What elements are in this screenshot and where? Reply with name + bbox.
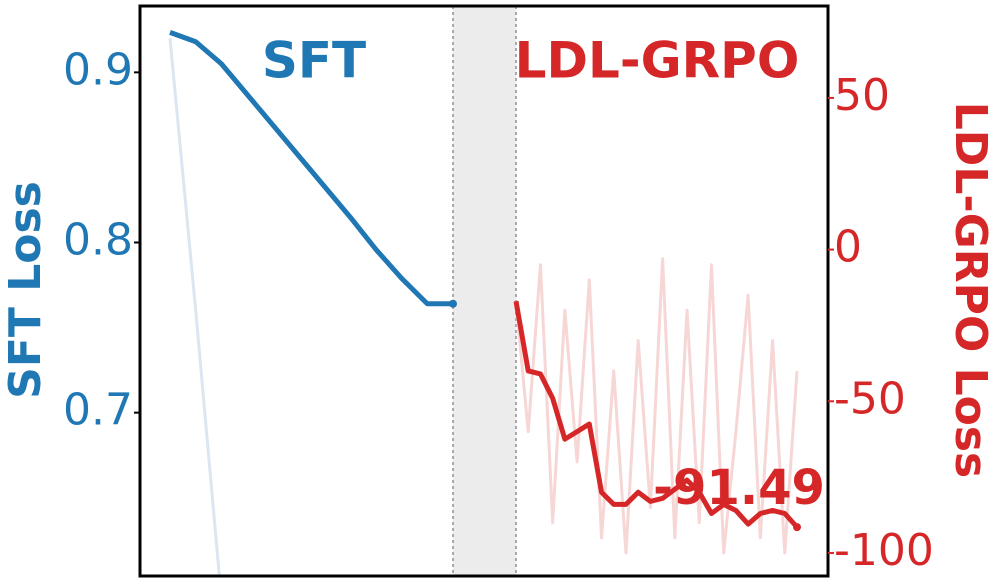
- y-tick-label: 0.8: [63, 215, 133, 266]
- plot-frame: [138, 4, 830, 578]
- raw-line: [168, 38, 221, 576]
- y2-tick-label: 50: [834, 70, 890, 121]
- series-line: [169, 30, 453, 307]
- y2-tick-label: -50: [834, 373, 906, 424]
- phase-label: SFT: [262, 32, 366, 90]
- end-dot: [793, 523, 801, 532]
- plot-lines: [168, 30, 799, 576]
- series-line: [513, 300, 799, 529]
- gap-band: [453, 6, 516, 576]
- y-tick-label: 0.7: [63, 385, 133, 436]
- y-axis-label: SFT Loss: [0, 181, 51, 399]
- value-label: -91.49: [653, 460, 825, 516]
- y2-tick-label: 0: [834, 222, 862, 273]
- y2-tick-label: -100: [834, 525, 934, 576]
- end-dot: [449, 299, 457, 308]
- y-tick-label: 0.9: [63, 44, 133, 95]
- y2-axis-label: LDL-GRPO Loss: [945, 102, 996, 478]
- raw-line: [514, 257, 799, 555]
- phase-label: LDL-GRPO: [515, 32, 800, 90]
